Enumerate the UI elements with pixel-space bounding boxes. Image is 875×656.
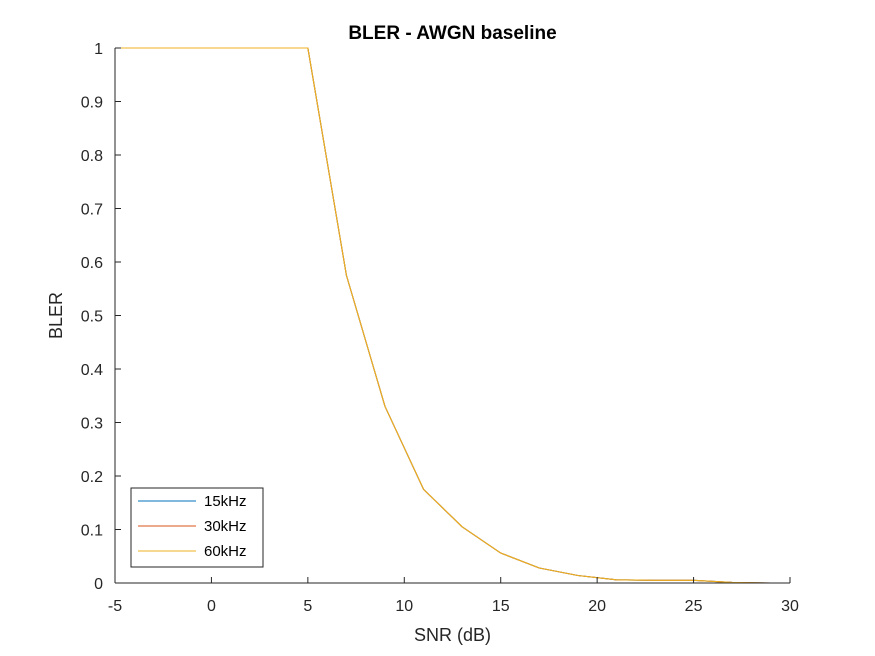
x-tick-label: 10 [395, 598, 413, 615]
series-layer [115, 47, 771, 584]
y-tick-label: 0.8 [81, 148, 103, 165]
series-line-60kHz [115, 47, 771, 584]
y-tick-label: 0 [94, 576, 103, 593]
legend-label-60kHz: 60kHz [204, 543, 247, 560]
y-axis-label: BLER [46, 292, 66, 339]
x-tick-label: -5 [108, 598, 122, 615]
y-tick-label: 0.4 [81, 362, 103, 379]
y-tick-label: 0.1 [81, 523, 103, 540]
y-tick-label: 0.6 [81, 255, 103, 272]
chart-title: BLER - AWGN baseline [348, 23, 556, 44]
axes-layer: -5 0 5 10 15 20 25 30 0 0.1 0.2 0.3 0.4 0.5 0.6 0.7 0.8 0… [81, 41, 799, 615]
y-tick-label: 0.2 [81, 469, 103, 486]
x-tick-label: 15 [492, 598, 510, 615]
y-tick-label: 0.7 [81, 202, 103, 219]
legend: 15kHz 30kHz 60kHz [130, 487, 264, 568]
x-tick-label: 5 [303, 598, 312, 615]
y-tick-label: 0.5 [81, 309, 103, 326]
y-tick-label: 0.3 [81, 416, 103, 433]
legend-label-15kHz: 15kHz [204, 493, 247, 510]
y-tick-label: 1 [94, 41, 103, 58]
x-axis-label: SNR (dB) [414, 625, 491, 645]
x-tick-label: 0 [207, 598, 216, 615]
legend-label-30kHz: 30kHz [204, 518, 247, 535]
x-tick-label: 25 [685, 598, 703, 615]
y-tick-label: 0.9 [81, 95, 103, 112]
x-tick-label: 20 [588, 598, 606, 615]
x-tick-label: 30 [781, 598, 799, 615]
